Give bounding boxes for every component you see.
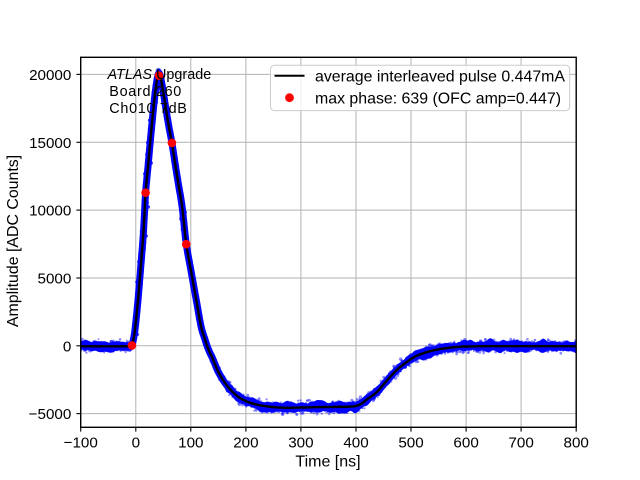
svg-text:700: 700 <box>508 435 533 452</box>
svg-text:average interleaved pulse 0.44: average interleaved pulse 0.447mA <box>315 68 565 85</box>
svg-text:10000: 10000 <box>29 203 71 220</box>
svg-text:200: 200 <box>233 435 258 452</box>
svg-text:−100: −100 <box>64 435 98 452</box>
svg-text:Ch010 7dB: Ch010 7dB <box>109 101 187 117</box>
svg-text:Board 260: Board 260 <box>109 84 182 100</box>
svg-text:800: 800 <box>564 435 589 452</box>
svg-text:0: 0 <box>63 338 71 355</box>
svg-text:300: 300 <box>288 435 313 452</box>
svg-text:600: 600 <box>453 435 478 452</box>
svg-text:500: 500 <box>398 435 423 452</box>
svg-text:20000: 20000 <box>29 67 71 84</box>
svg-text:Time [ns]: Time [ns] <box>295 453 360 470</box>
svg-text:max phase: 639 (OFC amp=0.447): max phase: 639 (OFC amp=0.447) <box>315 90 561 107</box>
svg-text:400: 400 <box>343 435 368 452</box>
svg-text:0: 0 <box>132 435 140 452</box>
svg-text:15000: 15000 <box>29 135 71 152</box>
svg-text:ATLAS Upgrade: ATLAS Upgrade <box>107 67 212 83</box>
svg-text:100: 100 <box>178 435 203 452</box>
svg-text:5000: 5000 <box>38 271 72 288</box>
svg-text:Amplitude [ADC Counts]: Amplitude [ADC Counts] <box>5 155 22 327</box>
svg-text:−5000: −5000 <box>29 406 72 423</box>
